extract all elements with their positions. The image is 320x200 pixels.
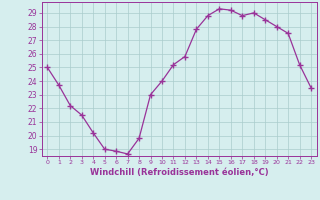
X-axis label: Windchill (Refroidissement éolien,°C): Windchill (Refroidissement éolien,°C)	[90, 168, 268, 177]
